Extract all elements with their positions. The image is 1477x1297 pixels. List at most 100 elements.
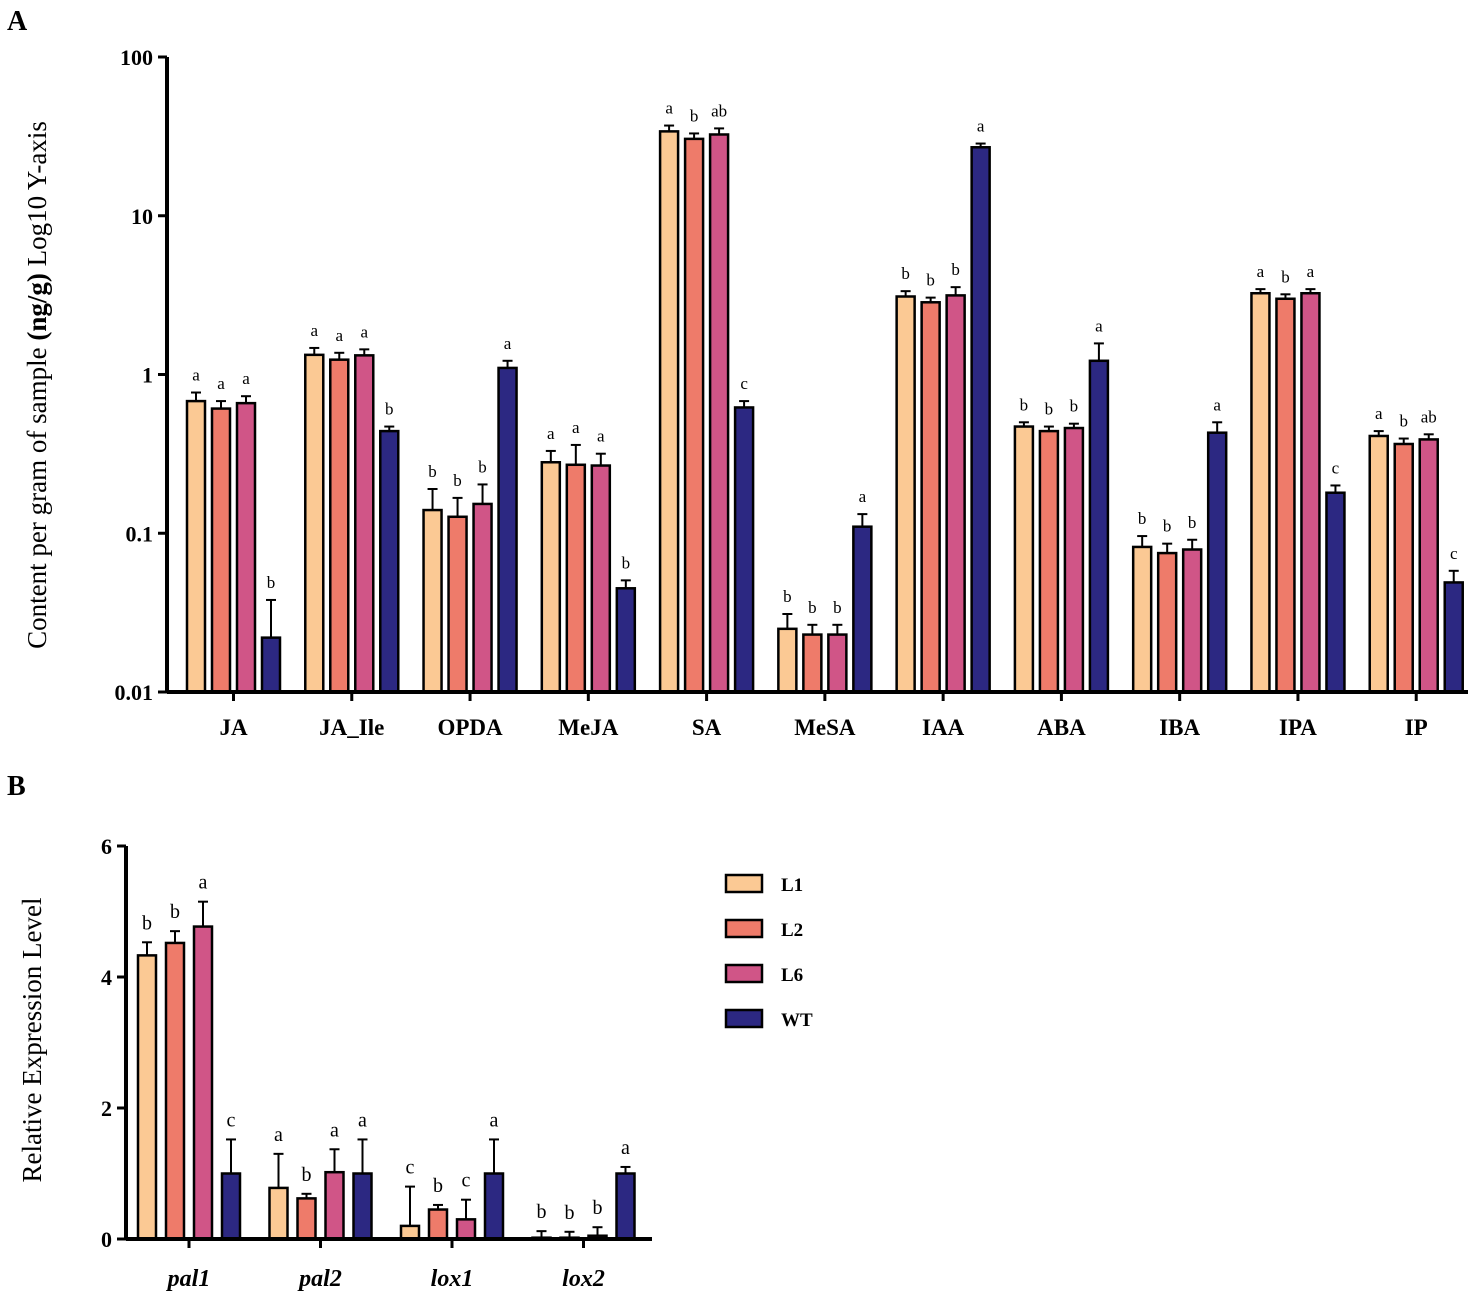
significance-label-l2-ja: a	[217, 374, 225, 393]
bar-l1-sa	[658, 130, 680, 694]
significance-label-wt-aba: a	[1095, 316, 1103, 335]
y-tick-label: 6	[101, 834, 112, 859]
significance-label-l2-pal1: b	[170, 901, 180, 923]
bar-wt-pal2	[352, 1172, 373, 1241]
significance-label-wt-pal2: a	[358, 1109, 367, 1131]
significance-label-l2-meja: a	[572, 418, 580, 437]
bar-l2-ja	[210, 407, 232, 694]
significance-label-l6-lox1: c	[462, 1170, 471, 1192]
panel-a-y-axis-title-prefix: Content per gram of sample	[22, 341, 52, 649]
y-tick-label: 0	[101, 1227, 112, 1252]
y-tick-label: 1	[142, 363, 153, 388]
category-label-lox2: lox2	[562, 1266, 605, 1292]
significance-label-l6-sa: ab	[711, 101, 727, 120]
significance-label-l2-sa: b	[690, 106, 699, 125]
bar-l6-aba	[1063, 426, 1085, 694]
bar-l2-mesa	[802, 633, 823, 694]
significance-label-l2-ip: b	[1399, 412, 1408, 431]
bar-l2-meja	[565, 463, 587, 694]
bar-l1-iaa	[895, 295, 916, 694]
significance-label-wt-ja: b	[267, 573, 276, 592]
category-label-pal2: pal2	[297, 1266, 342, 1292]
bar-l1-ja-ile	[304, 353, 325, 694]
significance-label-l1-pal2: a	[274, 1124, 283, 1146]
significance-label-l1-meja: a	[547, 424, 555, 443]
significance-label-l1-pal1: b	[142, 912, 152, 934]
significance-label-l2-ipa: b	[1281, 267, 1290, 286]
legend-swatch-l6	[724, 963, 764, 984]
significance-label-wt-pal1: c	[227, 1109, 236, 1131]
legend-label-l1: L1	[781, 875, 803, 896]
bar-l6-pal1	[192, 925, 214, 1241]
bar-wt-mesa	[852, 525, 873, 694]
panel-b-axes	[124, 846, 652, 1248]
category-label-opda: OPDA	[437, 715, 503, 740]
bar-l6-iba	[1181, 548, 1203, 694]
significance-label-l1-ipa: a	[1257, 262, 1265, 281]
panel-a-x-labels: JA JA_Ile OPDA MeJA SA MeSA IAA ABA IBA IPA IP	[219, 715, 1427, 740]
bar-l2-sa	[683, 137, 705, 694]
bar-wt-iaa	[970, 146, 991, 694]
bar-l2-ip	[1393, 442, 1414, 694]
significance-label-wt-sa: c	[740, 374, 748, 393]
bar-wt-iba	[1206, 431, 1228, 694]
bar-l1-opda	[422, 508, 443, 694]
legend-label-wt: WT	[781, 1010, 813, 1031]
legend-label-l6: L6	[781, 965, 803, 986]
category-label-ja-ile: JA_Ile	[319, 715, 384, 740]
legend: L1 L2 L6 WT	[724, 873, 813, 1031]
significance-label-l6-iaa: b	[951, 260, 960, 279]
legend-swatch-l2	[724, 918, 764, 939]
significance-label-l6-ipa: a	[1307, 262, 1315, 281]
significance-label-wt-opda: a	[504, 334, 512, 353]
bar-l2-ja-ile	[329, 358, 350, 694]
bar-l1-pal1	[136, 954, 158, 1241]
bar-wt-aba	[1088, 359, 1110, 694]
significance-label-l6-aba: b	[1070, 397, 1079, 416]
significance-label-l6-ja-ile: a	[360, 322, 368, 341]
significance-label-l2-mesa: b	[808, 598, 817, 617]
significance-label-wt-ip: c	[1450, 544, 1458, 563]
category-label-ip: IP	[1405, 715, 1428, 740]
significance-label-l2-aba: b	[1045, 400, 1054, 419]
significance-label-l2-opda: b	[453, 471, 462, 490]
significance-label-l6-pal2: a	[330, 1119, 339, 1141]
panel-a-y-axis-title-unit: (ng/g)	[22, 273, 52, 341]
significance-label-l1-iaa: b	[901, 264, 910, 283]
category-label-mesa: MeSA	[794, 715, 856, 740]
category-label-ja: JA	[219, 715, 248, 740]
significance-label-l1-lox2: b	[537, 1201, 547, 1223]
y-tick-label: 10	[131, 204, 153, 229]
bar-l6-lox1	[455, 1218, 477, 1241]
bar-wt-meja	[615, 587, 637, 694]
bar-wt-ip	[1443, 581, 1464, 694]
category-label-aba: ABA	[1037, 715, 1086, 740]
significance-label-l6-pal1: a	[199, 872, 208, 894]
significance-label-l1-lox1: c	[406, 1157, 415, 1179]
panel-a-y-axis-title: Content per gram of sample (ng/g) Log10 …	[22, 121, 52, 649]
significance-label-l6-meja: a	[597, 427, 605, 446]
bar-l6-iaa	[945, 294, 966, 694]
category-label-ipa: IPA	[1279, 715, 1317, 740]
significance-label-l6-opda: b	[478, 457, 487, 476]
panel-a-label: A	[7, 6, 28, 37]
category-label-iba: IBA	[1159, 715, 1200, 740]
significance-label-wt-lox2: a	[621, 1137, 630, 1159]
significance-label-l1-mesa: b	[783, 587, 792, 606]
bar-wt-sa	[733, 406, 755, 694]
significance-label-wt-mesa: a	[859, 487, 867, 506]
significance-label-wt-meja: b	[622, 553, 631, 572]
significance-label-wt-lox1: a	[490, 1109, 499, 1131]
bar-wt-ja	[260, 636, 282, 694]
bar-l6-ja	[235, 401, 257, 694]
significance-label-wt-ja-ile: b	[385, 400, 394, 419]
panel-b-y-axis-title: Relative Expression Level	[17, 898, 47, 1183]
bar-l6-ipa	[1300, 291, 1321, 694]
bar-l2-iba	[1156, 551, 1178, 694]
bar-l1-meja	[540, 461, 562, 694]
panel-b-y-ticks: 0 2 4 6	[101, 834, 126, 1252]
